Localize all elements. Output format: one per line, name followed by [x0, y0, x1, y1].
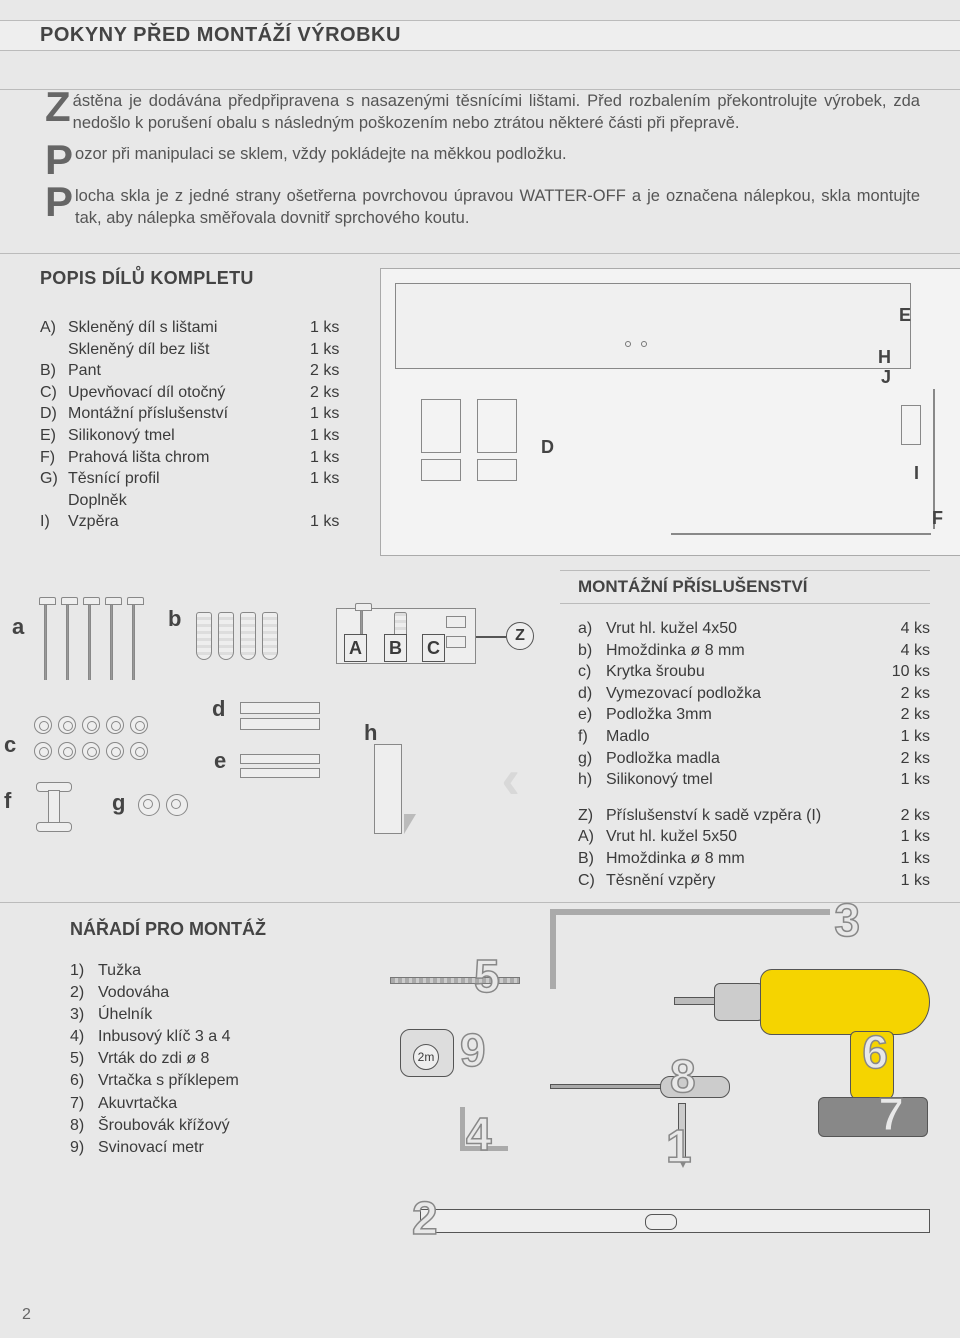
list-item: B)Hmoždinka ø 8 mm1 ks	[578, 848, 930, 870]
intro-p3: locha skla je z jedné strany ošetřerna p…	[75, 187, 920, 227]
parts-diagram: E H J D I F	[380, 268, 960, 556]
diag-j: J	[881, 367, 891, 388]
list-item: G)Těsnící profil1 ks	[40, 468, 362, 490]
lbl-e: e	[214, 748, 226, 774]
page-number: 2	[22, 1306, 31, 1324]
lbl-h: h	[364, 720, 377, 746]
list-item: 9)Svinovací metr	[70, 1137, 380, 1159]
popis-title: POPIS DÍLŮ KOMPLETU	[40, 268, 362, 289]
list-item: 7)Akuvrtačka	[70, 1093, 380, 1115]
list-item: A)Vrut hl. kužel 5x501 ks	[578, 826, 930, 848]
dropcap-z: Z	[45, 90, 73, 124]
lbl-d: d	[212, 696, 225, 722]
list-item: a)Vrut hl. kužel 4x504 ks	[578, 618, 930, 640]
list-item: c)Krytka šroubu10 ks	[578, 661, 930, 683]
list-item: d)Vymezovací podložka2 ks	[578, 683, 930, 705]
tools-diagram: 3 5 9 4 2 1 8 6 7	[380, 919, 960, 1239]
tools-list: 1)Tužka2)Vodováha3)Úhelník4)Inbusový klí…	[70, 960, 380, 1159]
list-item: b)Hmoždinka ø 8 mm4 ks	[578, 640, 930, 662]
list-item: E)Silikonový tmel1 ks	[40, 425, 362, 447]
list-item: 8)Šroubovák křížový	[70, 1115, 380, 1137]
list-item: 6)Vrtačka s příklepem	[70, 1070, 380, 1092]
list-item: Skleněný díl bez lišt1 ks	[40, 339, 362, 361]
list-item: 2)Vodováha	[70, 982, 380, 1004]
num-3: 3	[834, 893, 860, 947]
diag-d: D	[541, 437, 554, 458]
diag-h: H	[878, 347, 891, 368]
lbl-a: a	[12, 614, 24, 640]
num-1: 1	[666, 1119, 692, 1173]
list-item: Doplněk	[40, 490, 362, 512]
list-item: B)Pant2 ks	[40, 360, 362, 382]
diag-e: E	[899, 305, 911, 326]
list-item: C)Těsnění vzpěry1 ks	[578, 870, 930, 892]
list-item: Z)Příslušenství k sadě vzpěra (I)2 ks	[578, 805, 930, 827]
lbl-f: f	[4, 788, 11, 814]
diag-i: I	[914, 463, 919, 484]
lbl-g: g	[112, 790, 125, 816]
lbl-C: C	[422, 634, 445, 662]
intro-block: Z ástěna je dodávána předpřipravena s na…	[0, 90, 960, 247]
list-item: f)Madlo1 ks	[578, 726, 930, 748]
diag-f: F	[932, 508, 943, 529]
list-item: 1)Tužka	[70, 960, 380, 982]
num-4: 4	[466, 1107, 492, 1161]
main-title: POKYNY PŘED MONTÁŽÍ VÝROBKU	[0, 20, 960, 51]
lbl-c: c	[4, 732, 16, 758]
dropcap-p2: P	[45, 185, 75, 219]
dropcap-p1: P	[45, 143, 75, 177]
list-item: A)Skleněný díl s lištami1 ks	[40, 317, 362, 339]
num-8: 8	[670, 1049, 696, 1103]
lbl-A: A	[344, 634, 367, 662]
num-2: 2	[412, 1191, 438, 1245]
list-item: D)Montážní příslušenství1 ks	[40, 403, 362, 425]
list-item: 3)Úhelník	[70, 1004, 380, 1026]
list-item: I)Vzpěra1 ks	[40, 511, 362, 533]
intro-p1: ástěna je dodávána předpřipravena s nasa…	[73, 92, 920, 132]
lbl-b: b	[168, 606, 181, 632]
num-9: 9	[460, 1023, 486, 1077]
list-item: 5)Vrták do zdi ø 8	[70, 1048, 380, 1070]
lbl-Z: Z	[506, 622, 534, 650]
tools-title: NÁŘADÍ PRO MONTÁŽ	[70, 919, 380, 940]
arrow-left-icon: ‹	[501, 746, 520, 811]
list-item: h)Silikonový tmel1 ks	[578, 769, 930, 791]
intro-p2: ozor při manipulaci se sklem, vždy poklá…	[75, 145, 567, 163]
accessories-diagram: a b A B C Z c d e f	[0, 556, 560, 896]
list-item: F)Prahová lišta chrom1 ks	[40, 447, 362, 469]
parts-list: A)Skleněný díl s lištami1 ksSkleněný díl…	[40, 317, 362, 533]
lbl-B: B	[384, 634, 407, 662]
list-item: C)Upevňovací díl otočný2 ks	[40, 382, 362, 404]
acc-list2: Z)Příslušenství k sadě vzpěra (I)2 ksA)V…	[560, 805, 930, 891]
num-5: 5	[474, 949, 500, 1003]
acc-title: MONTÁŽNÍ PŘÍSLUŠENSTVÍ	[560, 570, 930, 604]
acc-list: a)Vrut hl. kužel 4x504 ksb)Hmoždinka ø 8…	[560, 618, 930, 791]
list-item: g)Podložka madla2 ks	[578, 748, 930, 770]
list-item: 4)Inbusový klíč 3 a 4	[70, 1026, 380, 1048]
num-7: 7	[878, 1087, 904, 1141]
list-item: e)Podložka 3mm2 ks	[578, 704, 930, 726]
num-6: 6	[862, 1025, 888, 1079]
